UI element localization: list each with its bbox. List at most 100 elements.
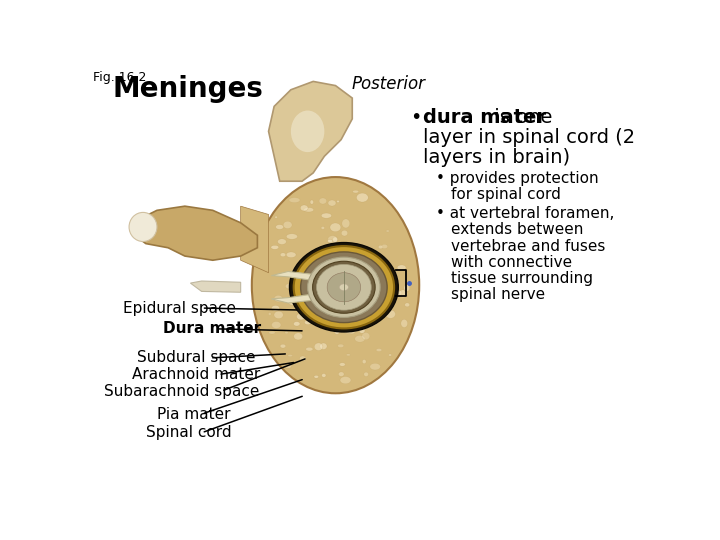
Ellipse shape (338, 372, 344, 376)
Ellipse shape (287, 252, 296, 258)
Ellipse shape (274, 311, 283, 319)
Ellipse shape (283, 221, 292, 228)
Ellipse shape (352, 327, 361, 332)
Text: dura mater: dura mater (423, 109, 546, 127)
Polygon shape (135, 206, 258, 260)
Ellipse shape (326, 299, 333, 302)
Text: tissue surrounding: tissue surrounding (451, 271, 593, 286)
Ellipse shape (300, 205, 308, 211)
Ellipse shape (341, 230, 348, 236)
Ellipse shape (303, 309, 307, 312)
Text: • provides protection: • provides protection (436, 171, 598, 186)
Ellipse shape (330, 223, 341, 232)
Ellipse shape (338, 344, 344, 348)
Ellipse shape (289, 242, 398, 332)
Ellipse shape (343, 260, 351, 266)
Ellipse shape (312, 261, 375, 313)
Ellipse shape (385, 310, 395, 319)
Ellipse shape (327, 273, 361, 302)
Ellipse shape (340, 376, 351, 384)
Ellipse shape (386, 230, 390, 232)
Ellipse shape (285, 284, 295, 289)
Ellipse shape (353, 190, 359, 193)
Text: Subarachnoid space: Subarachnoid space (104, 384, 259, 399)
Ellipse shape (291, 111, 324, 152)
Ellipse shape (309, 285, 315, 291)
Ellipse shape (354, 247, 364, 253)
Ellipse shape (314, 375, 319, 378)
Ellipse shape (362, 333, 370, 340)
Ellipse shape (271, 321, 281, 328)
Ellipse shape (343, 327, 352, 334)
Ellipse shape (401, 319, 408, 327)
Ellipse shape (354, 321, 359, 323)
Ellipse shape (359, 328, 365, 333)
Text: Dura mater: Dura mater (163, 321, 261, 336)
Ellipse shape (303, 266, 313, 270)
Ellipse shape (342, 219, 350, 228)
Ellipse shape (404, 285, 410, 292)
Ellipse shape (339, 363, 346, 366)
Polygon shape (271, 272, 317, 281)
Ellipse shape (287, 234, 297, 239)
Ellipse shape (302, 279, 306, 282)
Ellipse shape (306, 347, 313, 351)
Ellipse shape (328, 235, 338, 244)
Text: for spinal cord: for spinal cord (451, 187, 561, 202)
Ellipse shape (348, 319, 351, 322)
Ellipse shape (334, 329, 340, 334)
Ellipse shape (376, 348, 382, 352)
Ellipse shape (274, 295, 283, 302)
Ellipse shape (289, 300, 297, 305)
Ellipse shape (397, 265, 406, 271)
Ellipse shape (294, 333, 302, 340)
Ellipse shape (271, 245, 279, 249)
Ellipse shape (333, 237, 338, 242)
Ellipse shape (304, 207, 314, 212)
Ellipse shape (285, 364, 292, 368)
Ellipse shape (310, 200, 313, 204)
Ellipse shape (317, 265, 372, 310)
Ellipse shape (398, 290, 408, 298)
Text: Arachnoid mater: Arachnoid mater (132, 367, 260, 382)
Ellipse shape (289, 198, 300, 202)
Ellipse shape (338, 288, 341, 292)
Ellipse shape (322, 374, 326, 377)
Text: • at vertebral foramen,: • at vertebral foramen, (436, 206, 614, 221)
Text: with connective: with connective (451, 255, 572, 270)
Text: layers in brain): layers in brain) (423, 148, 570, 167)
Ellipse shape (301, 252, 387, 322)
Text: •: • (411, 109, 428, 127)
Ellipse shape (276, 225, 284, 230)
Ellipse shape (348, 329, 355, 334)
Ellipse shape (278, 239, 287, 245)
Ellipse shape (269, 331, 275, 334)
Ellipse shape (389, 354, 392, 356)
Ellipse shape (367, 298, 372, 302)
Text: layer in spinal cord (2: layer in spinal cord (2 (423, 128, 635, 147)
Text: Meninges: Meninges (112, 75, 263, 103)
Polygon shape (269, 82, 352, 181)
Ellipse shape (341, 312, 343, 314)
Ellipse shape (269, 313, 271, 315)
Ellipse shape (351, 315, 359, 323)
Text: Epidural space: Epidural space (124, 301, 236, 315)
Ellipse shape (370, 363, 380, 370)
Ellipse shape (341, 277, 348, 282)
Ellipse shape (321, 226, 325, 230)
Ellipse shape (280, 253, 286, 256)
Ellipse shape (356, 193, 368, 202)
Ellipse shape (321, 213, 332, 218)
Ellipse shape (374, 287, 378, 289)
Ellipse shape (364, 372, 369, 376)
Text: Pia mater: Pia mater (157, 407, 230, 422)
Ellipse shape (307, 257, 380, 318)
Ellipse shape (305, 287, 312, 294)
Text: Posterior: Posterior (351, 75, 426, 93)
Ellipse shape (285, 331, 288, 334)
Ellipse shape (355, 335, 365, 342)
Ellipse shape (280, 344, 286, 348)
Ellipse shape (382, 244, 387, 248)
Ellipse shape (328, 264, 333, 267)
Ellipse shape (300, 356, 306, 361)
